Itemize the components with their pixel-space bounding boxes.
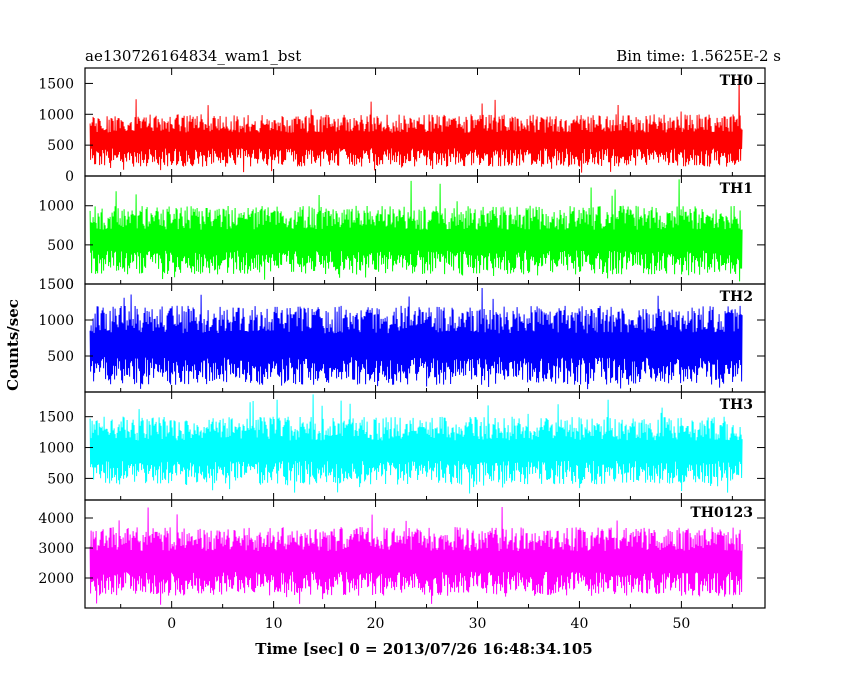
y-tick-label: 500	[47, 238, 74, 254]
y-tick-label: 3000	[38, 541, 74, 557]
chart-title: ae130726164834_wam1_bst	[85, 47, 301, 65]
panel-th1: 0 500 1000 TH1	[38, 175, 766, 293]
y-tick-label: 500	[47, 349, 74, 365]
panel-th3: 500 1000 1500 TH3	[38, 391, 766, 501]
y-axis-title: Counts/sec	[4, 299, 22, 391]
y-tick-label: 1500	[38, 76, 74, 92]
panel-label-th0123: TH0123	[690, 505, 753, 521]
series-th0123	[89, 506, 743, 605]
y-tick-label: 1000	[38, 441, 74, 457]
y-tick-label: 2000	[38, 571, 74, 587]
y-tick-label: 500	[47, 138, 74, 154]
panel-label-th2: TH2	[720, 289, 753, 305]
x-tick-label: 40	[571, 616, 589, 632]
series-th0	[89, 75, 743, 173]
y-tick-label: 1500	[38, 410, 74, 426]
series-th2	[89, 288, 743, 390]
panel-label-th3: TH3	[720, 397, 753, 413]
y-tick-label: 0	[65, 169, 74, 185]
bin-time-label: Bin time: 1.5625E-2 s	[616, 47, 781, 65]
x-axis-title: Time [sec] 0 = 2013/07/26 16:48:34.105	[255, 640, 592, 658]
series-th1	[89, 179, 743, 282]
y-tick-label: 500	[47, 471, 74, 487]
panel-th2: 500 1000 1500 TH2	[38, 277, 766, 393]
panel-frame	[84, 499, 766, 609]
panel-label-th1: TH1	[720, 181, 753, 197]
panel-th0123: 2000 3000 4000 TH0123	[38, 499, 766, 609]
panel-th0: 0 500 1000 1500 TH0	[38, 67, 766, 185]
panels: 0 500 1000 1500 TH0 0 500 1000 TH1 500 1000 1500 TH2…	[38, 67, 766, 609]
x-tick-label: 50	[672, 616, 690, 632]
x-tick-label: 0	[167, 616, 176, 632]
x-tick-label: 20	[367, 616, 385, 632]
panel-label-th0: TH0	[720, 73, 754, 89]
y-tick-label: 1000	[38, 199, 74, 215]
series-th3	[89, 394, 743, 494]
x-tick-label: 10	[265, 616, 283, 632]
y-tick-label: 4000	[38, 511, 74, 527]
y-tick-label: 1500	[38, 277, 74, 293]
y-tick-label: 0	[65, 277, 74, 293]
x-axis: 0 10 20 30 40 50	[167, 616, 690, 632]
y-tick-label: 1000	[38, 313, 74, 329]
y-tick-label: 1000	[38, 107, 74, 123]
x-tick-label: 30	[469, 616, 487, 632]
